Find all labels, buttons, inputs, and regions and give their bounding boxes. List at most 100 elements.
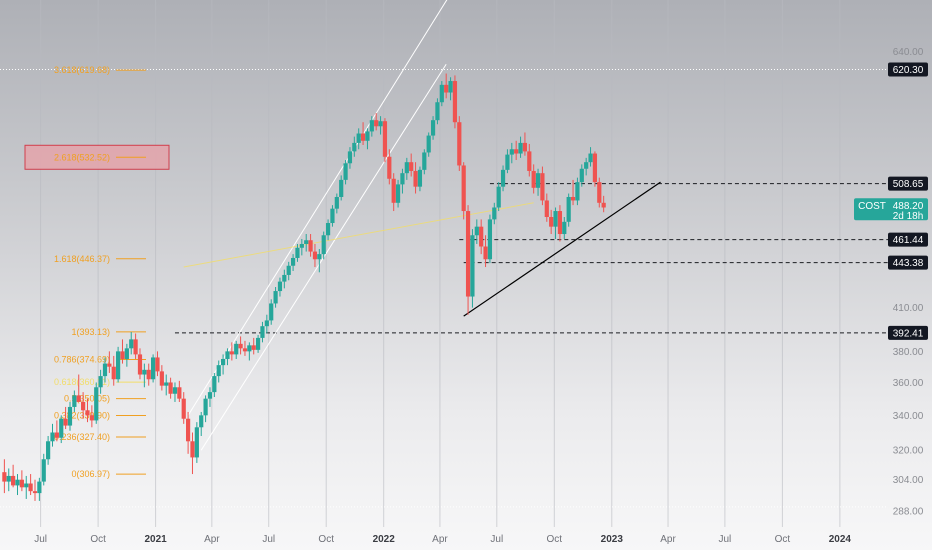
fib-level-label-8: 0.236(327.40) [54, 432, 110, 442]
candle-body-50 [220, 358, 226, 366]
candle-body-17 [76, 395, 81, 402]
candle-body-52 [229, 351, 234, 355]
candle-body-118 [518, 142, 523, 154]
candle-body-0 [2, 472, 7, 482]
candle-body-74 [325, 223, 331, 236]
candle-body-67 [295, 247, 300, 258]
candle-body-86 [378, 121, 383, 127]
trendlines [183, 0, 661, 451]
candle-body-40 [177, 387, 182, 399]
candle-body-29 [129, 339, 134, 349]
candle-body-60 [264, 320, 269, 327]
candle-body-25 [111, 366, 116, 380]
time-axis[interactable]: Jul Oct 2021 Apr Jul Oct 2022 Apr Jul Oct 2023 Apr J… [34, 534, 851, 545]
candle-body-132 [579, 168, 584, 183]
candle-body-55 [242, 348, 248, 352]
x-tick-label-7: Apr [432, 534, 448, 545]
y-tick-label-3: 340.00 [893, 411, 924, 422]
x-tick-label-1: Oct [90, 534, 106, 545]
candle-body-4 [19, 479, 24, 488]
x-tick-label-2: 2021 [144, 534, 167, 545]
candle-body-19 [85, 410, 90, 416]
last-price-label: 488.20 [893, 201, 924, 212]
candle-body-77 [339, 179, 344, 197]
candle-body-133 [584, 162, 589, 169]
x-tick-label-6: 2022 [373, 534, 396, 545]
candle-body-122 [535, 173, 541, 188]
candle-body-101 [444, 84, 449, 93]
candle-body-90 [395, 184, 401, 203]
candle-body-45 [199, 415, 204, 428]
candle-body-110 [483, 246, 488, 260]
candle-body-68 [299, 243, 304, 248]
candle-body-88 [387, 156, 392, 179]
fib-level-label-3: 1(393.13) [71, 327, 110, 337]
candle-body-85 [374, 120, 379, 127]
fib-level-label-2: 1.618(446.37) [54, 254, 110, 264]
candle-body-124 [544, 200, 549, 217]
candle-body-78 [343, 163, 348, 180]
x-tick-label-0: Jul [34, 534, 47, 545]
x-tick-label-9: Oct [547, 534, 563, 545]
price-level-tag-label-1: 508.65 [893, 179, 924, 190]
y-tick-label-7: 640.00 [893, 47, 924, 58]
candle-body-104 [457, 122, 462, 166]
fib-level-label-1: 2.618(532.52) [54, 152, 110, 162]
candle-body-27 [120, 351, 125, 359]
candle-body-49 [216, 365, 221, 377]
candle-body-36 [159, 371, 164, 386]
price-level-tag-label-2: 461.44 [893, 235, 924, 246]
candle-body-57 [251, 345, 256, 350]
price-level-tag-3 [888, 255, 928, 270]
x-tick-label-8: Jul [490, 534, 503, 545]
candle-body-73 [321, 235, 326, 255]
candle-body-28 [124, 348, 129, 359]
candle-body-134 [588, 153, 593, 163]
x-tick-label-12: Jul [718, 534, 731, 545]
candle-body-117 [514, 149, 519, 154]
x-tick-label-14: 2024 [829, 534, 852, 545]
candle-body-69 [304, 240, 309, 244]
candle-body-32 [142, 369, 147, 375]
candle-body-63 [277, 281, 283, 292]
countdown-label: 2d 18h [893, 211, 924, 222]
candle-body-92 [404, 162, 409, 174]
price-level-tag-2 [888, 232, 928, 247]
candle-body-62 [273, 291, 278, 304]
candle-body-22 [98, 376, 103, 388]
candle-body-72 [317, 254, 322, 260]
candle-body-54 [238, 343, 243, 349]
candle-body-127 [557, 211, 563, 235]
candle-body-51 [225, 351, 230, 359]
x-tick-label-13: Oct [775, 534, 791, 545]
candle-body-115 [505, 154, 510, 170]
price-axis[interactable]: 288.00 304.00 320.00 340.00 360.00 380.00 410.… [893, 47, 924, 517]
candle-body-96 [422, 152, 427, 170]
x-tick-label-10: 2023 [601, 534, 624, 545]
candle-body-42 [185, 418, 191, 442]
candle-body-38 [168, 382, 173, 394]
candle-body-109 [479, 226, 484, 247]
candle-body-66 [290, 257, 296, 266]
candle-body-2 [11, 475, 16, 486]
y-tick-label-5: 380.00 [893, 347, 924, 358]
candle-body-11 [50, 432, 55, 442]
candle-body-43 [190, 441, 195, 458]
fib-level-label-7: 0.382(339.90) [54, 411, 110, 421]
candle-body-58 [255, 337, 261, 350]
candle-body-106 [465, 211, 471, 297]
candle-body-70 [308, 240, 313, 252]
y-tick-label-0: 288.00 [893, 506, 924, 517]
candle-body-102 [448, 81, 453, 93]
candle-body-91 [400, 173, 405, 185]
candle-body-126 [553, 211, 558, 227]
candle-body-9 [41, 459, 46, 482]
fib-level-label-9: 0(306.97) [71, 469, 110, 479]
candle-body-13 [59, 418, 64, 438]
candle-body-107 [470, 235, 475, 297]
candle-body-47 [207, 392, 213, 399]
x-tick-label-3: Apr [204, 534, 220, 545]
candle-body-48 [212, 376, 217, 393]
